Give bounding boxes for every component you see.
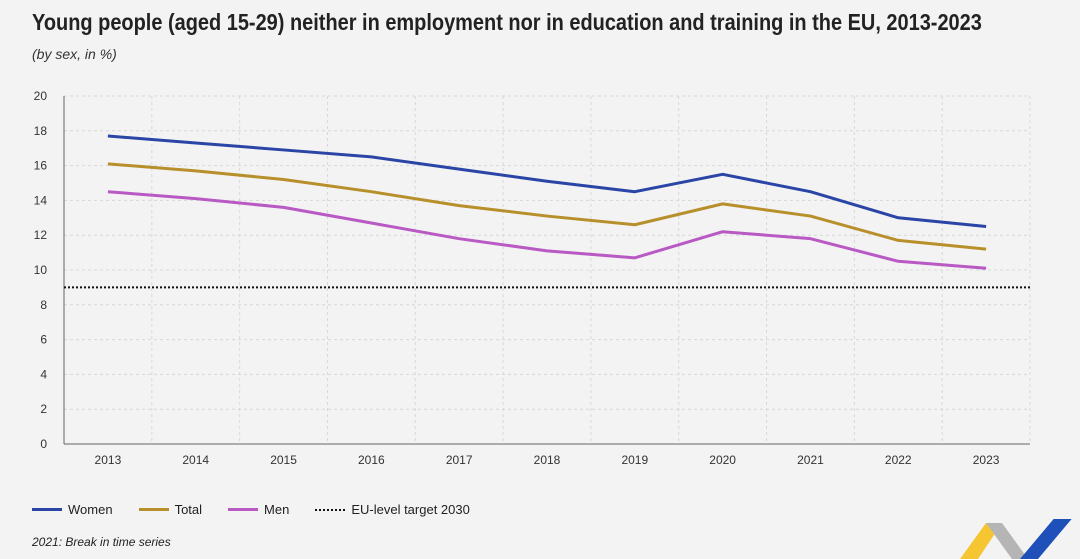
legend-item: Men [228,502,289,517]
legend-item: EU-level target 2030 [315,502,470,517]
x-tick-label: 2017 [446,453,473,467]
x-tick-label: 2018 [534,453,561,467]
legend-item: Women [32,502,113,517]
x-tick-label: 2015 [270,453,297,467]
y-tick-label: 18 [34,124,48,138]
x-tick-label: 2014 [182,453,209,467]
legend-label: Women [68,502,113,517]
x-tick-label: 2022 [885,453,912,467]
legend-item: Total [138,502,203,517]
legend-swatch [138,508,169,511]
y-tick-label: 2 [40,402,47,416]
y-tick-label: 16 [34,159,48,173]
legend-swatch [228,508,259,511]
x-tick-label: 2016 [358,453,385,467]
line-chart: 0 2 4 6 8 10 12 14 16 18 20 2013 2014 2015 2016 2017 201… [34,89,1031,467]
legend-label: EU-level target 2030 [351,502,470,517]
legend-swatch [32,508,62,511]
y-tick-label: 6 [40,333,47,347]
legend: Women Total Men EU-level target 2030 [32,502,470,517]
eurostat-logo-icon [960,519,1072,559]
legend-label: Men [264,502,290,517]
legend-label: Total [174,502,203,517]
y-tick-label: 10 [34,263,48,277]
y-tick-label: 14 [34,193,48,207]
x-tick-label: 2023 [973,453,1000,467]
chart-subtitle: (by sex, in %) [32,46,117,62]
x-tick-label: 2021 [797,453,824,467]
y-tick-label: 20 [34,89,48,103]
y-tick-label: 4 [40,367,47,381]
x-tick-label: 2020 [709,453,736,467]
legend-swatch [315,508,346,511]
y-tick-label: 0 [40,437,47,451]
x-tick-label: 2019 [621,453,648,467]
x-tick-label: 2013 [95,453,122,467]
footnote: 2021: Break in time series [32,535,171,549]
chart-title: Young people (aged 15-29) neither in emp… [32,9,982,35]
y-tick-label: 12 [34,228,48,242]
y-tick-label: 8 [40,298,47,312]
